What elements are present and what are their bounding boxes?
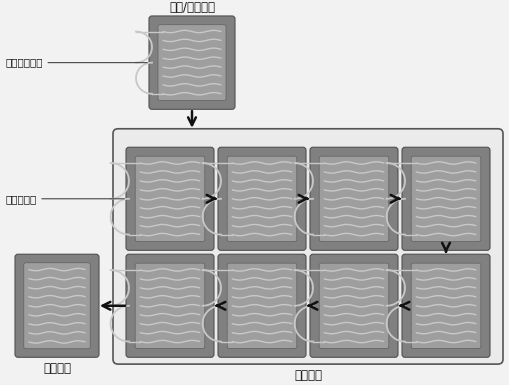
FancyBboxPatch shape	[24, 263, 90, 349]
FancyBboxPatch shape	[319, 263, 389, 348]
FancyBboxPatch shape	[135, 156, 205, 241]
FancyBboxPatch shape	[411, 156, 481, 241]
FancyBboxPatch shape	[402, 147, 490, 250]
FancyBboxPatch shape	[113, 129, 503, 364]
FancyBboxPatch shape	[310, 147, 398, 250]
FancyBboxPatch shape	[126, 147, 214, 250]
FancyBboxPatch shape	[227, 263, 297, 348]
Text: 预热/进料模块: 预热/进料模块	[169, 1, 215, 14]
FancyBboxPatch shape	[135, 263, 205, 348]
FancyBboxPatch shape	[411, 263, 481, 348]
Text: 出料模块: 出料模块	[43, 362, 71, 375]
FancyBboxPatch shape	[402, 254, 490, 357]
FancyBboxPatch shape	[218, 254, 306, 357]
FancyBboxPatch shape	[310, 254, 398, 357]
FancyBboxPatch shape	[218, 147, 306, 250]
FancyBboxPatch shape	[158, 25, 226, 100]
Text: 氧气进料口: 氧气进料口	[5, 194, 124, 204]
FancyBboxPatch shape	[319, 156, 389, 241]
Text: 反应模块: 反应模块	[294, 369, 322, 382]
FancyBboxPatch shape	[227, 156, 297, 241]
Text: 反应前体进料: 反应前体进料	[5, 58, 147, 68]
FancyBboxPatch shape	[15, 254, 99, 357]
FancyBboxPatch shape	[126, 254, 214, 357]
FancyBboxPatch shape	[149, 16, 235, 109]
